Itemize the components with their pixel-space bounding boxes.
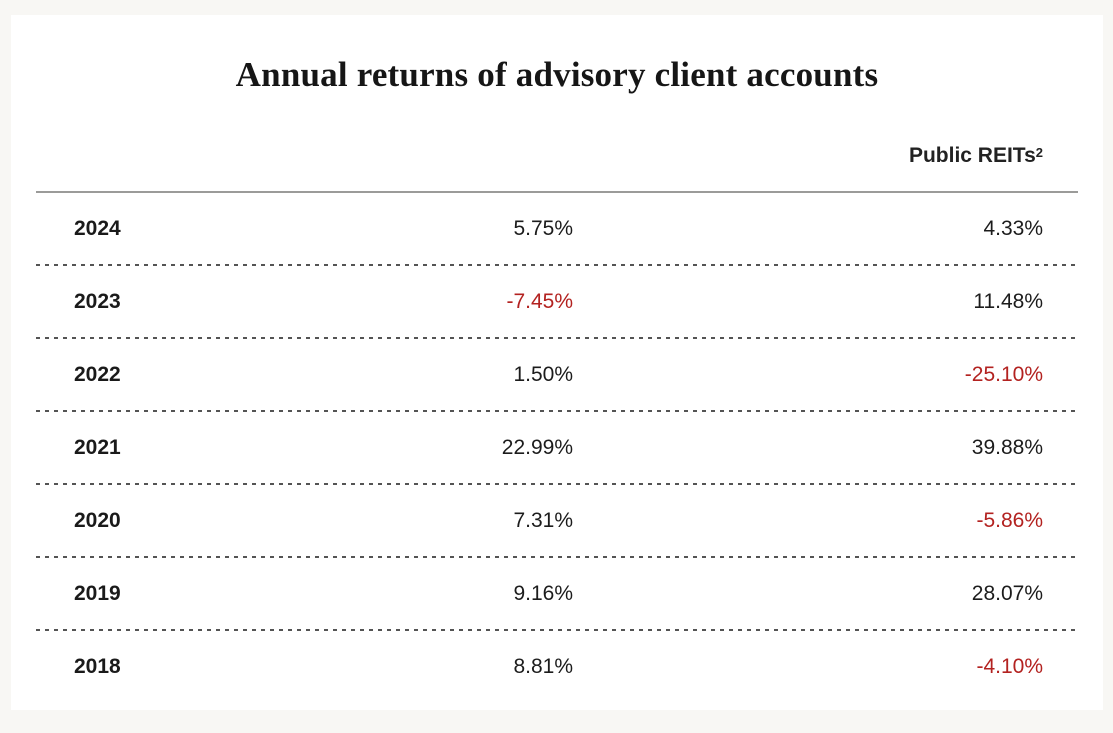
footnote-superscript: 2 [1035,145,1043,160]
advisory-return-cell: 5.75% [513,216,573,240]
public-reits-return-cell: 4.33% [983,216,1043,240]
row-divider [36,483,1078,485]
advisory-return-cell: 1.50% [513,362,573,386]
table-header-row: Public REITs2 [36,141,1078,171]
row-divider [36,629,1078,631]
header-divider [36,191,1078,193]
public-reits-column-header: Public REITs [908,144,1036,167]
table-row: 2020 7.31% -5.86% [36,485,1078,556]
table-row: 2022 1.50% -25.10% [36,339,1078,410]
year-cell: 2020 [74,508,121,532]
advisory-return-cell: -7.45% [506,289,573,313]
table-row: 2019 9.16% 28.07% [36,558,1078,629]
row-divider [36,556,1078,558]
returns-table-content: Annual returns of advisory client accoun… [11,53,1103,702]
year-cell: 2024 [74,216,121,240]
public-reits-return-cell: 28.07% [971,581,1043,605]
row-divider [36,264,1078,266]
public-reits-return-cell: -5.86% [976,508,1043,532]
row-divider [36,410,1078,412]
row-divider [36,337,1078,339]
returns-table-card: Annual returns of advisory client accoun… [11,15,1103,710]
public-reits-return-cell: -4.10% [976,654,1043,678]
table-row: 2021 22.99% 39.88% [36,412,1078,483]
table-title: Annual returns of advisory client accoun… [235,55,879,94]
public-reits-return-cell: -25.10% [964,362,1043,386]
year-cell: 2023 [74,289,121,313]
advisory-return-cell: 8.81% [513,654,573,678]
table-row: 2018 8.81% -4.10% [36,631,1078,702]
advisory-return-cell: 9.16% [513,581,573,605]
table-row: 2024 5.75% 4.33% [36,193,1078,264]
public-reits-return-cell: 39.88% [971,435,1043,459]
year-cell: 2019 [74,581,121,605]
year-cell: 2022 [74,362,121,386]
public-reits-return-cell: 11.48% [973,289,1043,313]
advisory-return-cell: 22.99% [501,435,573,459]
advisory-return-cell: 7.31% [513,508,573,532]
table-row: 2023 -7.45% 11.48% [36,266,1078,337]
year-cell: 2018 [74,654,121,678]
year-cell: 2021 [74,435,121,459]
